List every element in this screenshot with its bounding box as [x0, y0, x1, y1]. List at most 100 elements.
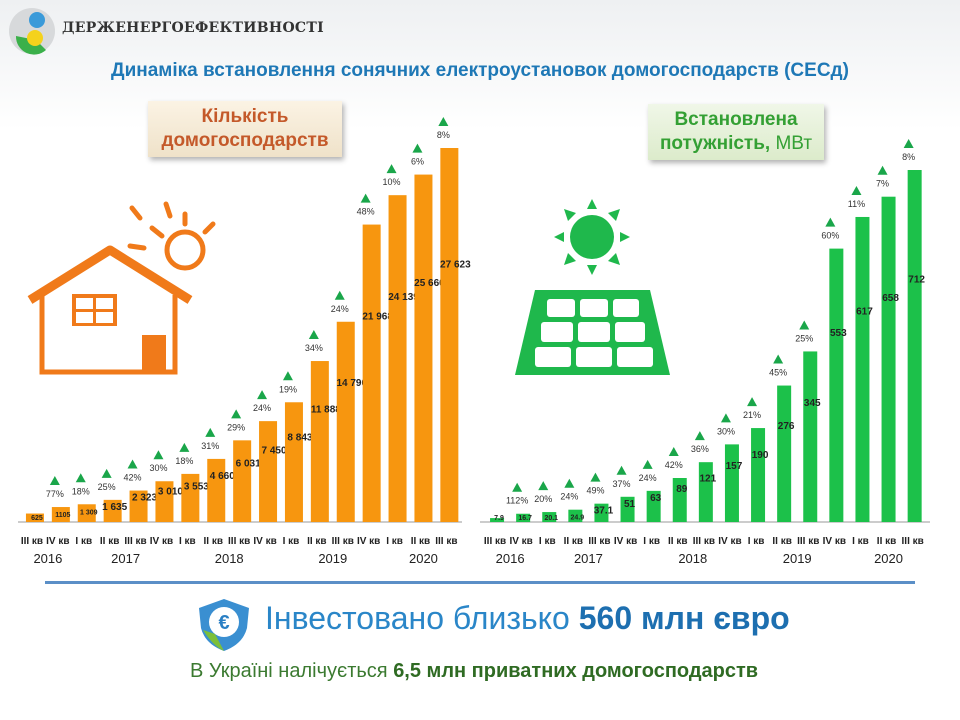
value-label: 14 790 — [336, 378, 367, 389]
agency-logo — [9, 8, 55, 55]
quarter-label: III кв — [797, 536, 819, 547]
growth-up-triangle-icon — [747, 397, 758, 407]
quarter-label: III кв — [484, 536, 506, 547]
value-label: 16.7 — [518, 515, 532, 522]
growth-label: 11% — [848, 199, 865, 209]
bar — [490, 518, 505, 522]
bar — [207, 458, 226, 522]
growth-up-triangle-icon — [538, 481, 549, 491]
quarter-label: IV кв — [509, 536, 532, 547]
year-label: 2016 — [33, 551, 62, 566]
bar — [414, 174, 433, 522]
value-label: 1 309 — [80, 509, 98, 516]
growth-up-triangle-icon — [282, 371, 293, 381]
value-label: 553 — [830, 328, 847, 339]
households-count: 6,5 млн приватних домогосподарств — [393, 660, 759, 682]
households-statement: В Україні налічується 6,5 млн приватних … — [190, 660, 758, 683]
investment-statement: Інвестовано близько 560 млн євро — [265, 600, 790, 637]
quarter-label: I кв — [386, 536, 403, 547]
quarter-label: III кв — [228, 536, 250, 547]
growth-up-triangle-icon — [512, 482, 523, 492]
house-sun-icon — [27, 201, 216, 375]
quarter-label: III кв — [435, 536, 457, 547]
year-label: 2018 — [215, 551, 244, 566]
growth-label: 24% — [253, 403, 271, 413]
quarter-label: I кв — [75, 536, 92, 547]
year-label: 2020 — [409, 551, 438, 566]
quarter-label: I кв — [643, 536, 660, 547]
value-label: 3 553 — [184, 481, 209, 492]
growth-up-triangle-icon — [877, 165, 888, 175]
bar — [181, 473, 200, 522]
growth-up-triangle-icon — [386, 164, 397, 174]
growth-up-triangle-icon — [101, 468, 112, 478]
quarter-label: I кв — [852, 536, 869, 547]
charts-canvas: 625 III кв 1105 IV кв 77% 1 309 I кв 18% 1 635 II… — [18, 117, 930, 566]
bar — [594, 503, 609, 522]
value-label: 24.9 — [571, 515, 585, 522]
growth-label: 30% — [149, 463, 167, 473]
organization-name: ДЕРЖЕНЕРГОЕФЕКТИВНОСТІ — [62, 20, 324, 36]
growth-label: 112% — [506, 496, 528, 506]
growth-label: 24% — [560, 492, 578, 502]
growth-label: 34% — [305, 343, 323, 353]
sun-solar-panel-icon — [515, 199, 670, 375]
growth-up-triangle-icon — [642, 459, 653, 469]
growth-up-triangle-icon — [590, 472, 601, 482]
growth-label: 25% — [795, 333, 813, 343]
growth-label: 77% — [46, 489, 64, 499]
growth-up-triangle-icon — [179, 442, 190, 452]
growth-up-triangle-icon — [412, 143, 423, 153]
year-label: 2020 — [874, 551, 903, 566]
quarter-label: IV кв — [150, 536, 173, 547]
bar — [388, 195, 407, 522]
value-label: 20.1 — [544, 515, 558, 522]
value-label: 625 — [31, 515, 43, 522]
bar — [233, 440, 252, 522]
quarter-label: I кв — [179, 536, 196, 547]
bar — [129, 490, 148, 522]
growth-up-triangle-icon — [308, 330, 319, 340]
quarter-label: IV кв — [614, 536, 637, 547]
value-label: 25 660 — [414, 278, 445, 289]
quarter-label: IV кв — [718, 536, 741, 547]
growth-label: 7% — [876, 179, 889, 189]
value-label: 24 139 — [388, 292, 419, 303]
bar — [803, 351, 818, 522]
value-label: 3 010 — [158, 486, 183, 497]
growth-label: 8% — [902, 152, 915, 162]
growth-up-triangle-icon — [205, 427, 216, 437]
quarter-label: II кв — [307, 536, 327, 547]
bar — [881, 196, 896, 522]
growth-up-triangle-icon — [231, 409, 242, 419]
bar — [907, 170, 922, 522]
growth-label: 19% — [279, 384, 297, 394]
quarter-label: III кв — [693, 536, 715, 547]
quarter-label: II кв — [877, 536, 897, 547]
bar — [336, 321, 355, 522]
value-label: 2 323 — [132, 493, 157, 504]
title-unit: МВт — [775, 133, 813, 154]
growth-label: 49% — [586, 486, 604, 496]
bar — [672, 478, 687, 522]
bar — [568, 509, 583, 522]
growth-up-triangle-icon — [825, 217, 836, 227]
quarter-label: II кв — [564, 536, 584, 547]
value-label: 63 — [650, 493, 662, 504]
divider — [45, 581, 915, 584]
growth-up-triangle-icon — [668, 447, 679, 456]
growth-up-triangle-icon — [773, 354, 784, 364]
value-label: 121 — [700, 473, 717, 484]
growth-label: 24% — [331, 304, 349, 314]
bar — [646, 490, 661, 522]
svg-text:€: € — [218, 612, 229, 634]
value-label: 617 — [856, 307, 873, 318]
growth-label: 18% — [72, 486, 90, 496]
value-label: 7 450 — [262, 445, 287, 456]
euro-shield-icon: € — [199, 599, 249, 651]
value-label: 1105 — [55, 512, 70, 519]
bar — [284, 402, 303, 522]
value-label: 8 843 — [287, 433, 312, 444]
quarter-label: III кв — [588, 536, 610, 547]
